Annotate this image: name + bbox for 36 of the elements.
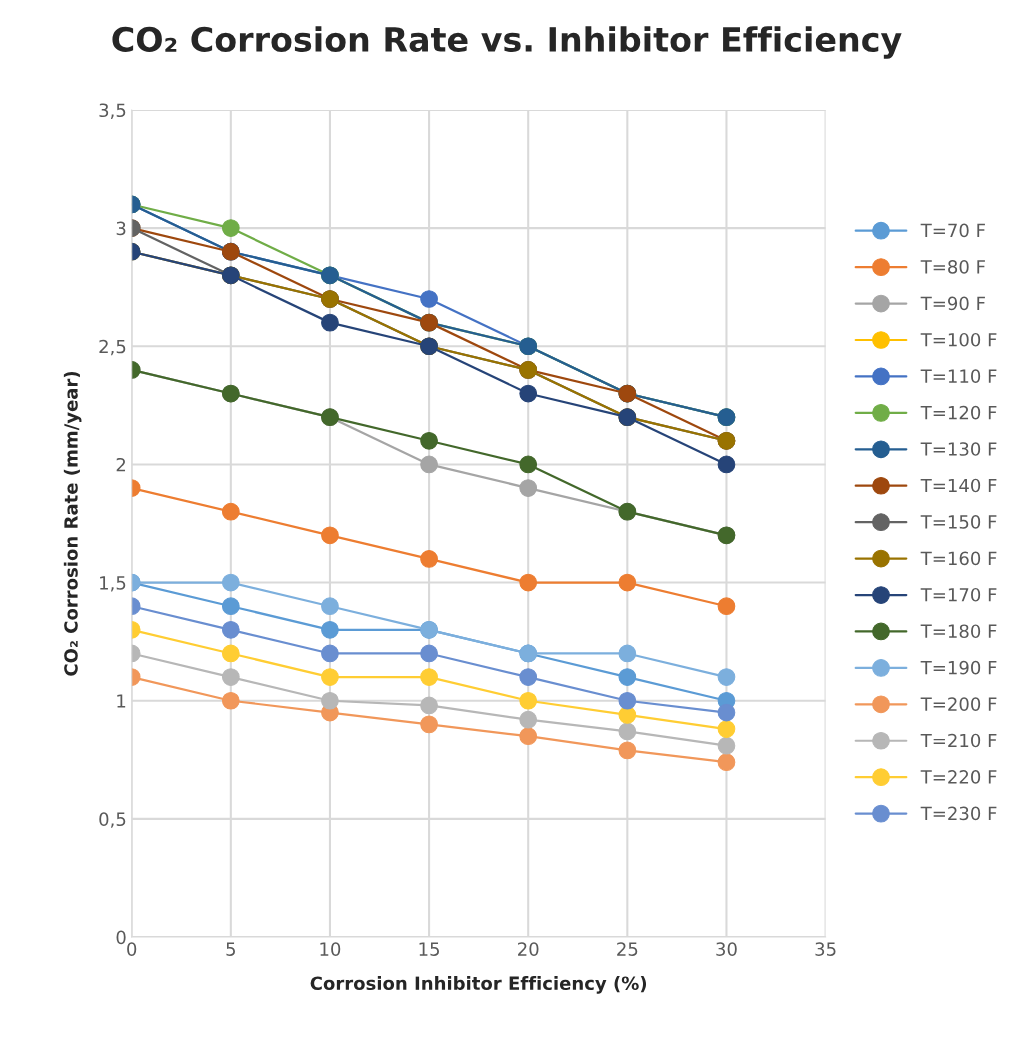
legend-label: T=100 F xyxy=(920,332,997,347)
legend-label: T=180 F xyxy=(920,624,997,639)
x-tick-label: 5 xyxy=(226,942,235,956)
legend-label: T=70 F xyxy=(920,223,985,238)
y-tick-label: 0,5 xyxy=(99,812,126,828)
y-tick-label: 3 xyxy=(116,221,126,236)
x-tick-label: 15 xyxy=(419,942,439,956)
y-tick-label: 2,5 xyxy=(99,339,126,356)
legend-label: T=230 F xyxy=(920,806,997,821)
legend-label: T=190 F xyxy=(920,660,997,675)
y-tick-label: 2 xyxy=(116,457,126,472)
legend-label: T=210 F xyxy=(920,733,997,748)
chart-title: CO₂ Corrosion Rate vs. Inhibitor Efficiency xyxy=(112,26,902,59)
x-tick-label: 20 xyxy=(518,942,539,956)
y-tick-label: 1 xyxy=(117,694,126,708)
legend-label: T=80 F xyxy=(920,260,985,274)
legend-label: T=120 F xyxy=(920,405,997,420)
legend-label: T=170 F xyxy=(920,587,997,602)
legend-label: T=90 F xyxy=(920,296,985,311)
x-axis-title: Corrosion Inhibitor Efficiency (%) xyxy=(310,976,647,994)
legend-label: T=220 F xyxy=(920,770,997,784)
x-tick-label: 10 xyxy=(320,942,341,956)
y-tick-label: 1,5 xyxy=(100,576,126,592)
x-tick-label: 0 xyxy=(127,942,137,956)
legend-label: T=160 F xyxy=(920,551,997,566)
y-tick-label: 0 xyxy=(116,930,126,945)
x-tick-label: 30 xyxy=(716,942,737,956)
y-tick-label: 3,5 xyxy=(99,103,126,119)
x-tick-label: 35 xyxy=(815,942,836,956)
legend-label: T=110 F xyxy=(920,369,997,384)
legend-label: T=140 F xyxy=(920,478,997,493)
legend-label: T=150 F xyxy=(920,515,997,529)
legend-label: T=130 F xyxy=(920,442,997,456)
legend-label: T=200 F xyxy=(920,697,997,711)
x-tick-label: 25 xyxy=(617,942,638,956)
y-axis-title: CO₂ Corrosion Rate (mm/year) xyxy=(63,371,82,676)
